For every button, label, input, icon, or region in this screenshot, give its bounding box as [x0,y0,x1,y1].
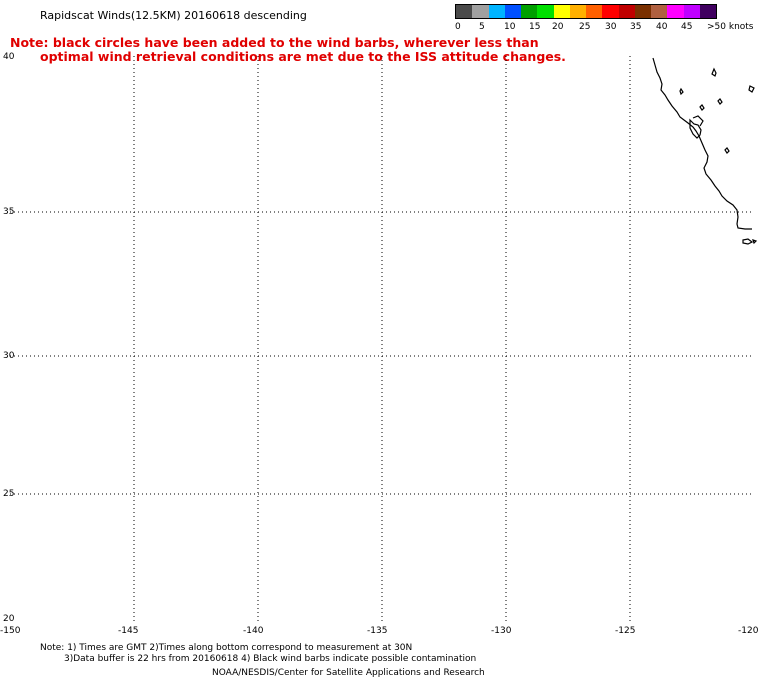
ISS-attitude-note-line-2: optimal wind retrieval conditions are me… [40,49,566,64]
lon-label-135W: -135 [367,626,388,636]
coastline-california [652,57,752,230]
legend-label-5: 25 [579,22,591,32]
legend-swatch-3 [504,5,521,18]
lat-label-35: 35 [3,207,15,217]
legend-swatch-15 [699,5,716,18]
legend-swatch-5 [537,5,554,18]
legend-swatch-4 [521,5,538,18]
map-gridlines [10,56,752,622]
footnote-line-1: Note: 1) Times are GMT 2)Times along bot… [40,643,413,653]
lake-folsom [699,104,705,111]
legend-swatch-13 [667,5,684,18]
lon-label-130W: -130 [491,626,512,636]
ISS-attitude-note-line-1: Note: black circles have been added to t… [10,35,539,50]
coast-detail [692,115,704,127]
legend-label-1: 5 [479,22,485,32]
san-francisco-bay [689,118,702,139]
legend-label-4: 20 [552,22,564,32]
legend-label-10: >50 knots [707,22,754,32]
lon-label-120W: -120 [738,626,759,636]
legend-color-bar [455,4,717,19]
lon-label-150W: -150 [0,626,21,636]
legend-label-3: 15 [529,22,541,32]
legend-swatch-10 [618,5,635,18]
legend-label-6: 30 [605,22,617,32]
channel-island [742,238,754,245]
legend-swatch-12 [651,5,668,18]
legend-swatch-9 [602,5,619,18]
lat-label-20: 20 [3,614,15,624]
legend-swatch-2 [488,5,505,18]
lake-shasta [748,85,755,93]
lon-label-140W: -140 [243,626,264,636]
legend-swatch-7 [569,5,586,18]
lat-label-40: 40 [3,52,15,62]
lake-sierra [724,147,730,154]
wind-speed-legend: 0 5 10 15 20 25 30 35 40 45 >50 knots [455,4,760,34]
footnote-credit: NOAA/NESDIS/Center for Satellite Applica… [212,668,485,678]
legend-swatch-11 [634,5,651,18]
legend-swatch-6 [553,5,570,18]
footnote-line-2: 3)Data buffer is 22 hrs from 20160618 4)… [64,654,477,664]
channel-island-2 [752,239,758,245]
lat-label-30: 30 [3,351,15,361]
legend-label-2: 10 [504,22,516,32]
legend-swatch-8 [586,5,603,18]
legend-swatch-1 [472,5,489,18]
lake-clear [679,87,684,96]
lon-label-145W: -145 [118,626,139,636]
legend-swatch-14 [683,5,700,18]
lake-mono [717,98,723,105]
map-title: Rapidscat Winds(12.5KM) 20160618 descend… [40,9,307,22]
lon-label-125W: -125 [615,626,636,636]
legend-swatch-0 [456,5,473,18]
lat-label-25: 25 [3,489,15,499]
lake-tahoe [711,67,717,77]
legend-label-0: 0 [455,22,461,32]
legend-label-8: 40 [656,22,668,32]
legend-label-7: 35 [630,22,642,32]
legend-labels: 0 5 10 15 20 25 30 35 40 45 >50 knots [455,22,760,34]
legend-label-9: 45 [681,22,693,32]
